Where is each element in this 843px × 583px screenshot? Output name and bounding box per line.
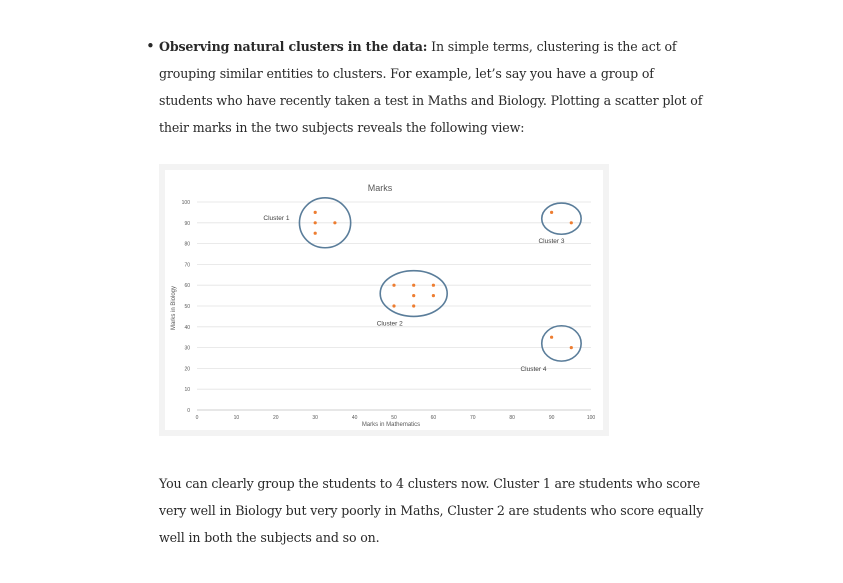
cluster-circle [540, 202, 582, 236]
y-tick-label: 40 [184, 325, 190, 331]
y-tick-label: 100 [182, 200, 191, 206]
summary-paragraph: You can clearly group the students to 4 … [159, 476, 704, 545]
cluster-circle [298, 197, 352, 249]
chart-title: Marks [368, 183, 393, 193]
data-point [412, 304, 416, 308]
x-tick-label: 100 [587, 415, 596, 421]
y-tick-label: 30 [184, 346, 190, 352]
bullet-item: • Observing natural clusters in the data… [146, 33, 706, 141]
data-point [392, 304, 396, 308]
x-tick-label: 90 [549, 415, 555, 421]
bullet-heading: Observing natural clusters in the data: [159, 39, 428, 54]
data-point [431, 283, 435, 287]
y-axis-label: Marks in Biology [171, 286, 177, 330]
y-tick-label: 60 [184, 283, 190, 289]
x-tick-label: 70 [470, 415, 476, 421]
cluster-label: Cluster 2 [377, 320, 403, 327]
y-tick-label: 20 [184, 366, 190, 372]
x-tick-label: 0 [196, 415, 199, 421]
data-point [431, 294, 435, 298]
data-point [550, 335, 554, 339]
data-point [550, 210, 554, 214]
x-tick-label: 80 [509, 415, 515, 421]
cluster-circle [379, 269, 448, 318]
data-point [412, 283, 416, 287]
data-point [313, 210, 317, 214]
cluster-circle [540, 324, 582, 362]
x-tick-label: 40 [352, 415, 358, 421]
cluster-label: Cluster 3 [538, 238, 564, 245]
data-point [313, 221, 317, 225]
x-tick-label: 30 [312, 415, 318, 421]
plot-background [165, 170, 603, 430]
x-tick-label: 50 [391, 415, 397, 421]
data-point [412, 294, 416, 298]
data-point [392, 283, 396, 287]
data-point [569, 346, 573, 350]
bullet-paragraph: Observing natural clusters in the data: … [159, 33, 706, 141]
bullet-marker: • [146, 37, 155, 55]
scatter-chart: 0 10 20 30 40 50 60 70 80 90 100 0 10 20 30 40 50 60 70 80 9… [159, 164, 609, 436]
y-tick-label: 50 [184, 304, 190, 310]
y-tick-label: 70 [184, 262, 190, 268]
bullet-body: In simple terms, clustering is the act o… [159, 39, 703, 135]
x-axis-label: Marks in Mathematics [362, 422, 420, 428]
y-tick-label: 0 [187, 408, 190, 414]
x-tick-label: 20 [273, 415, 279, 421]
cluster-label: Cluster 4 [520, 366, 546, 373]
y-tick-label: 10 [184, 387, 190, 393]
y-tick-label: 80 [184, 242, 190, 248]
y-tick-label: 90 [184, 221, 190, 227]
chart-svg: 0 10 20 30 40 50 60 70 80 90 100 0 10 20 30 40 50 60 70 80 9… [159, 164, 609, 436]
data-point [569, 221, 573, 225]
data-point [333, 221, 337, 225]
x-tick-label: 60 [431, 415, 437, 421]
x-tick-label: 10 [234, 415, 240, 421]
cluster-label: Cluster 1 [263, 215, 289, 222]
data-point [313, 231, 317, 235]
